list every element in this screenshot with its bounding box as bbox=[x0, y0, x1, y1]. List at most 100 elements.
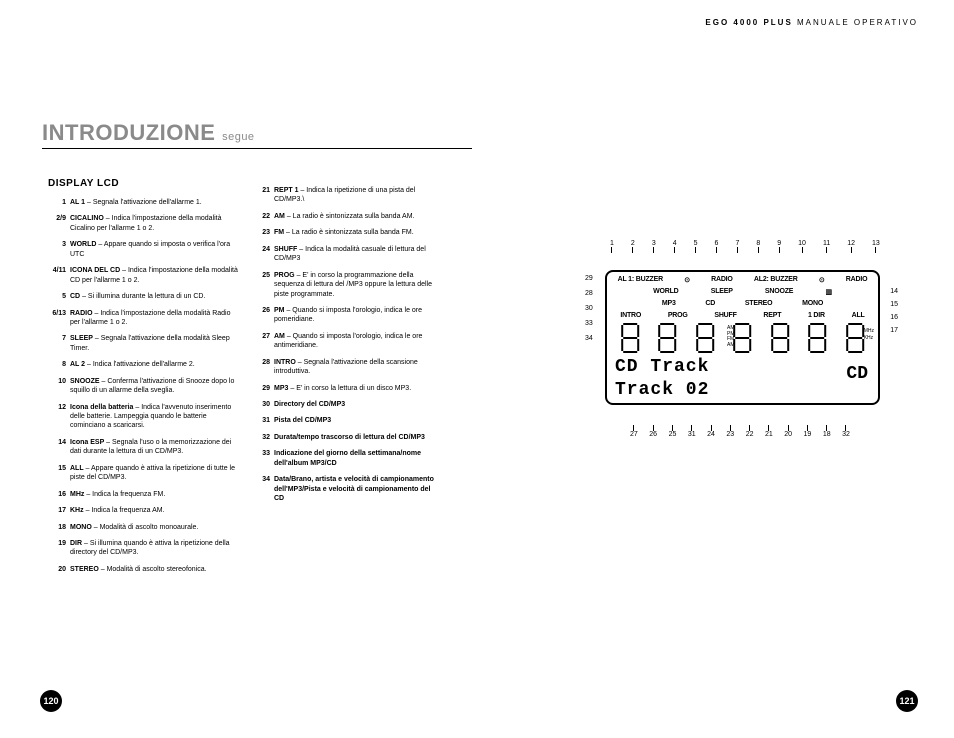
callouts-left: 2928303334 bbox=[585, 275, 593, 342]
header-bar: EGO 4000 PLUS MANUALE OPERATIVO bbox=[705, 18, 918, 27]
item-number: 12 bbox=[48, 403, 70, 431]
item-text: STEREO – Modalità di ascolto stereofonic… bbox=[70, 565, 238, 574]
item-term: Icona ESP bbox=[70, 439, 104, 446]
mhz-khz-labels: MHzKHz bbox=[864, 328, 874, 342]
definition-item: 33Indicazione del giorno della settimana… bbox=[252, 449, 442, 468]
lcd-label: RADIO bbox=[711, 276, 733, 284]
definition-item: 20STEREO – Modalità di ascolto stereofon… bbox=[48, 565, 238, 574]
page-number-left: 120 bbox=[40, 690, 62, 712]
lcd-row-3: MP3CDSTEREOMONO bbox=[607, 300, 878, 307]
product-name: EGO 4000 PLUS bbox=[705, 18, 792, 27]
item-number: 4/11 bbox=[48, 266, 70, 285]
lcd-label: 1 DIR bbox=[808, 312, 825, 319]
callouts-bottom: 272625312423222120191832 bbox=[630, 425, 850, 438]
item-term: MHz bbox=[70, 491, 84, 498]
definition-item: 27AM – Quando si imposta l'orologio, ind… bbox=[252, 332, 442, 351]
lcd-label: REPT bbox=[763, 312, 781, 319]
lcd-label: AL2: BUZZER bbox=[754, 276, 798, 284]
callout-number: 12 bbox=[847, 240, 855, 253]
callout-number: 14 bbox=[890, 288, 898, 295]
callout-number: 8 bbox=[756, 240, 760, 253]
callout-number: 7 bbox=[735, 240, 739, 253]
callout-number: 4 bbox=[673, 240, 677, 253]
item-number: 20 bbox=[48, 565, 70, 574]
lcd-label: ⊙ bbox=[684, 276, 690, 284]
definition-item: 7SLEEP – Segnala l'attivazione della mod… bbox=[48, 334, 238, 353]
lcd-diagram: 12345678910111213 2928303334 14151617 AL… bbox=[570, 240, 910, 420]
item-text: KHz – Indica la frequenza AM. bbox=[70, 506, 238, 515]
callout-number: 2 bbox=[631, 240, 635, 253]
callouts-right: 14151617 bbox=[890, 288, 898, 334]
item-text: Durata/tempo trascorso di lettura del CD… bbox=[274, 433, 442, 442]
definition-item: 28INTRO – Segnala l'attivazione della sc… bbox=[252, 358, 442, 377]
lcd-row-2: WORLDSLEEPSNOOZE▥ bbox=[607, 288, 878, 296]
lcd-label: AL 1: BUZZER bbox=[618, 276, 663, 284]
seven-segment-digit bbox=[650, 322, 684, 354]
am-pm-stack: AMPMFMAM bbox=[727, 326, 735, 348]
definition-item: 32Durata/tempo trascorso di lettura del … bbox=[252, 433, 442, 442]
callout-number: 32 bbox=[842, 425, 850, 438]
item-number: 17 bbox=[48, 506, 70, 515]
item-number: 22 bbox=[252, 212, 274, 221]
definition-item: 15ALL – Appare quando è attiva la ripeti… bbox=[48, 464, 238, 483]
item-text: Icona della batteria – Indica l'avvenuto… bbox=[70, 403, 238, 431]
item-text: SHUFF – Indica la modalità casuale di le… bbox=[274, 245, 442, 264]
item-term: Indicazione del giorno della settimana/n… bbox=[274, 450, 421, 466]
item-number: 14 bbox=[48, 438, 70, 457]
lcd-text-right: CD bbox=[846, 364, 868, 384]
definition-item: 23FM – La radio è sintonizzata sulla ban… bbox=[252, 228, 442, 237]
item-term: CD bbox=[70, 293, 80, 300]
callout-number: 19 bbox=[804, 425, 812, 438]
lcd-text-line-1: CD Track bbox=[615, 357, 709, 377]
doc-type: MANUALE OPERATIVO bbox=[797, 18, 918, 27]
item-term: WORLD bbox=[70, 241, 96, 248]
section-heading: DISPLAY LCD bbox=[48, 178, 119, 189]
callout-number: 1 bbox=[610, 240, 614, 253]
callout-number: 16 bbox=[890, 314, 898, 321]
item-text: AM – Quando si imposta l'orologio, indic… bbox=[274, 332, 442, 351]
item-text: AM – La radio è sintonizzata sulla banda… bbox=[274, 212, 442, 221]
item-text: INTRO – Segnala l'attivazione della scan… bbox=[274, 358, 442, 377]
definition-item: 16MHz – Indica la frequenza FM. bbox=[48, 490, 238, 499]
item-term: MP3 bbox=[274, 385, 288, 392]
callout-number: 18 bbox=[823, 425, 831, 438]
item-text: REPT 1 – Indica la ripetizione di una pi… bbox=[274, 186, 442, 205]
callout-number: 29 bbox=[585, 275, 593, 282]
lcd-label: CD bbox=[705, 300, 715, 307]
item-text: MHz – Indica la frequenza FM. bbox=[70, 490, 238, 499]
definition-item: 6/13RADIO – Indica l'impostazione della … bbox=[48, 309, 238, 328]
item-term: ICONA DEL CD bbox=[70, 267, 120, 274]
definition-item: 4/11ICONA DEL CD – Indica l'impostazione… bbox=[48, 266, 238, 285]
item-number: 27 bbox=[252, 332, 274, 351]
definition-item: 18MONO – Modalità di ascolto monoaurale. bbox=[48, 523, 238, 532]
lcd-label: SNOOZE bbox=[765, 288, 793, 296]
item-text: AL 2 – Indica l'attivazione dell'allarme… bbox=[70, 360, 238, 369]
item-term: PROG bbox=[274, 272, 295, 279]
item-term: PM bbox=[274, 307, 285, 314]
lcd-label: PROG bbox=[668, 312, 688, 319]
item-term: Data/Brano, artista e velocità di campio… bbox=[274, 476, 434, 502]
item-number: 32 bbox=[252, 433, 274, 442]
definition-item: 34Data/Brano, artista e velocità di camp… bbox=[252, 475, 442, 503]
definition-item: 1AL 1 – Segnala l'attivazione dell'allar… bbox=[48, 198, 238, 207]
page-number-right: 121 bbox=[896, 690, 918, 712]
callout-number: 3 bbox=[652, 240, 656, 253]
callout-number: 30 bbox=[585, 305, 593, 312]
item-text: AL 1 – Segnala l'attivazione dell'allarm… bbox=[70, 198, 238, 207]
seven-segment-digit bbox=[613, 322, 647, 354]
lcd-label: STEREO bbox=[745, 300, 773, 307]
lcd-label: WORLD bbox=[653, 288, 678, 296]
callout-number: 10 bbox=[798, 240, 806, 253]
definition-item: 12Icona della batteria – Indica l'avvenu… bbox=[48, 403, 238, 431]
item-number: 3 bbox=[48, 240, 70, 259]
title-rule bbox=[42, 148, 472, 149]
item-text: ICONA DEL CD – Indica l'impostazione del… bbox=[70, 266, 238, 285]
definition-item: 14Icona ESP – Segnala l'uso o la memoriz… bbox=[48, 438, 238, 457]
callout-number: 24 bbox=[707, 425, 715, 438]
definition-item: 2/9CICALINO – Indica l'impostazione dell… bbox=[48, 214, 238, 233]
callout-number: 23 bbox=[726, 425, 734, 438]
lcd-label: SLEEP bbox=[711, 288, 733, 296]
item-number: 29 bbox=[252, 384, 274, 393]
item-text: Icona ESP – Segnala l'uso o la memorizza… bbox=[70, 438, 238, 457]
item-term: AM bbox=[274, 333, 285, 340]
